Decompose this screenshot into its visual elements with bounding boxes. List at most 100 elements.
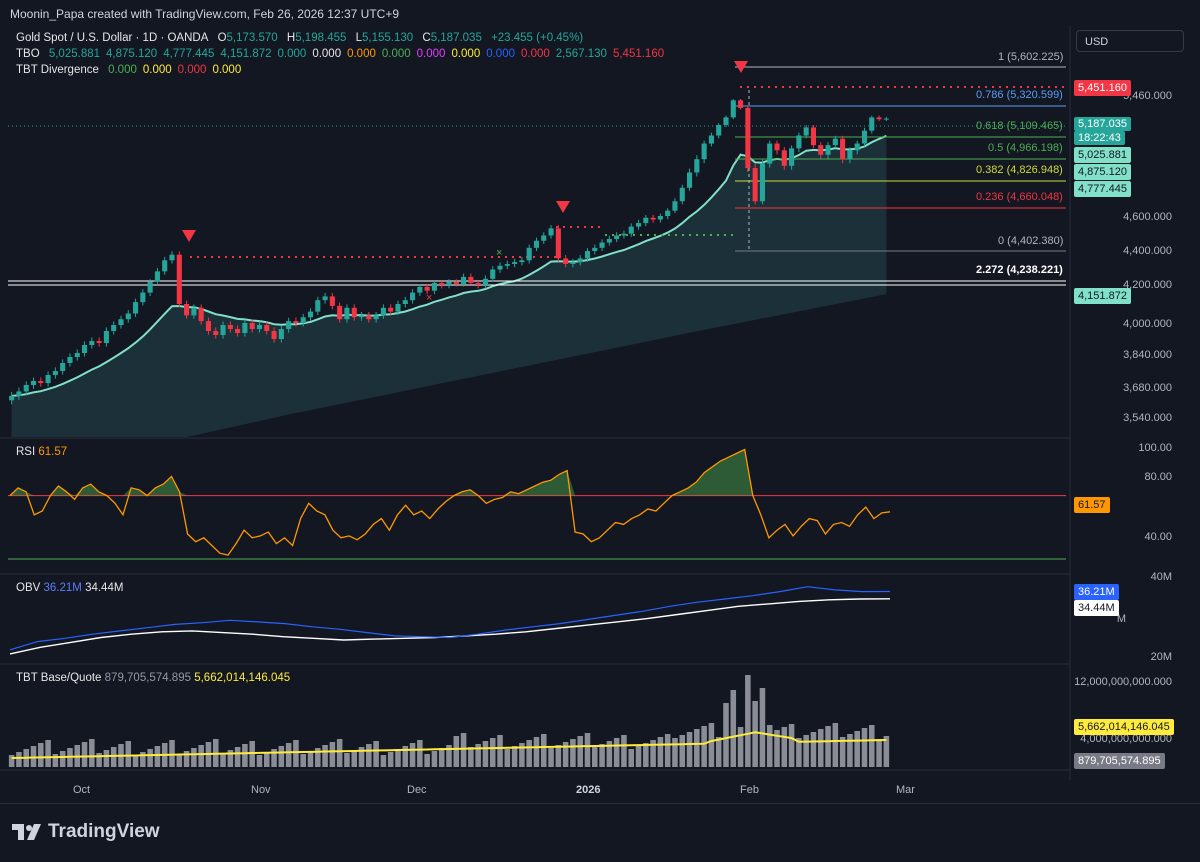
candle-body xyxy=(745,107,751,169)
fib-level-label: 0.236 (4,660.048) xyxy=(976,191,1063,203)
tbt-volume-bar xyxy=(358,747,365,767)
candle-body xyxy=(402,300,408,304)
tbt-volume-bar xyxy=(110,747,117,767)
tbt-bq-legend[interactable]: TBT Base/Quote 879,705,574.895 5,662,014… xyxy=(16,672,290,684)
close-value: 5,187.035 xyxy=(430,32,482,44)
candle-body xyxy=(599,242,605,248)
candle-body xyxy=(439,282,445,285)
tbt-volume-bar xyxy=(169,740,175,767)
candle-body xyxy=(242,323,248,333)
tbt-volume-bar xyxy=(861,728,868,767)
time-axis-label: Mar xyxy=(896,784,915,796)
rsi-value: 61.57 xyxy=(38,446,68,458)
candle-body xyxy=(803,127,809,136)
candle-body xyxy=(373,315,379,320)
candle-body xyxy=(344,307,350,320)
tbt-volume-bar xyxy=(803,735,809,767)
close-label: C xyxy=(422,32,431,44)
tbt-bq-label: TBT Base/Quote xyxy=(16,672,102,684)
candle-body xyxy=(300,317,306,323)
tbo-legend[interactable]: TBO 5,025.881 4,875.120 4,777.445 4,151.872… xyxy=(16,48,670,60)
tbt-volume-bar xyxy=(380,755,387,767)
tbt-volume-bar xyxy=(599,744,605,767)
price-axis-label: 3,840.000 xyxy=(1123,349,1172,361)
candle-body xyxy=(468,276,474,283)
tbt-volume-bar xyxy=(154,746,161,767)
obv-line xyxy=(9,586,891,651)
candle-body xyxy=(555,228,561,259)
tbt-divergence-value: 0.000 xyxy=(108,64,137,76)
candle-body xyxy=(716,124,722,136)
candle-body xyxy=(883,118,889,120)
price-tag-tbo-mid: 4,875.120 xyxy=(1074,164,1131,180)
obv-signal-tag: 34.44M xyxy=(1074,600,1119,616)
candle-body xyxy=(380,307,386,316)
candle-body xyxy=(89,341,95,345)
tbo-value: 4,777.445 xyxy=(163,48,215,60)
candle-body xyxy=(235,329,241,333)
currency-button[interactable]: USD xyxy=(1076,30,1184,52)
tbt-volume-bar xyxy=(533,737,540,767)
candle-body xyxy=(213,331,219,335)
candle-body xyxy=(337,305,343,320)
candle-body xyxy=(504,263,510,266)
tbt-volume-bar xyxy=(621,735,627,767)
candle-body xyxy=(752,168,758,202)
obv-axis-label: 40M xyxy=(1150,571,1172,583)
candle-body xyxy=(621,233,627,236)
tbt-volume-bar xyxy=(737,727,744,767)
candle-body xyxy=(781,150,787,166)
sell-signal-triangle xyxy=(182,230,196,242)
candle-body xyxy=(832,138,838,146)
candle-body xyxy=(446,281,452,285)
candle-body xyxy=(512,262,518,264)
candle-body xyxy=(9,395,15,401)
candle-body xyxy=(723,117,729,125)
tbt-volume-bar xyxy=(16,752,22,767)
tbt-volume-bar xyxy=(140,752,146,767)
candle-body xyxy=(526,247,532,261)
chart-canvas[interactable]: ×× xyxy=(0,26,1200,803)
tbt-volume-bar xyxy=(679,735,686,767)
tbt-volume-bar xyxy=(234,747,241,767)
tbt-volume-bar xyxy=(38,743,44,767)
candle-body xyxy=(686,172,693,188)
candle-body xyxy=(818,145,824,155)
candle-body xyxy=(614,235,620,239)
open-label: O xyxy=(217,32,227,44)
tbt-volume-bar xyxy=(672,738,678,767)
candle-body xyxy=(140,292,146,303)
tbt-volume-bar xyxy=(373,741,379,767)
fib-level-label: 0.5 (4,966.198) xyxy=(988,142,1063,154)
tradingview-logo[interactable]: TradingView xyxy=(12,821,160,843)
tbt-volume-bar xyxy=(606,741,613,767)
tbt-bq-value2: 5,662,014,146.045 xyxy=(194,672,291,684)
tbt-volume-bar xyxy=(839,737,846,767)
tbt-volume-bar xyxy=(227,750,234,767)
tbt-volume-bar xyxy=(351,750,358,767)
tbt-volume-bar xyxy=(198,745,204,767)
tbt-volume-bar xyxy=(176,754,183,767)
tbt-axis-label: 4,000,000,000.000 xyxy=(1080,733,1172,745)
tbt-divergence-value: 0.000 xyxy=(177,64,207,76)
tbt-divergence-legend[interactable]: TBT Divergence 0.000 0.000 0.000 0.000 xyxy=(16,64,247,76)
tbo-value: 5,025.881 xyxy=(48,48,101,60)
rsi-label: RSI xyxy=(16,446,36,458)
tbt-volume-bar xyxy=(220,753,226,767)
tbt-volume-bar xyxy=(103,750,110,767)
tbt-volume-bar xyxy=(242,744,248,767)
candle-body xyxy=(876,117,882,120)
candle-body xyxy=(118,319,124,325)
price-axis-label: 3,680.000 xyxy=(1123,382,1172,394)
candle-body xyxy=(606,238,612,243)
tbt-volume-bar xyxy=(825,726,831,767)
candle-body xyxy=(679,187,685,202)
obv-legend[interactable]: OBV 36.21M 34.44M xyxy=(16,582,123,594)
fib-level-label: 0 (4,402.380) xyxy=(998,235,1064,247)
price-tag-tbo-slow: 4,777.445 xyxy=(1074,181,1131,197)
rsi-legend[interactable]: RSI 61.57 xyxy=(16,446,67,458)
tbt-volume-bar xyxy=(45,740,51,767)
candle-body xyxy=(395,304,401,312)
tbo-value: 0.000 xyxy=(486,48,515,60)
candle-body xyxy=(60,363,66,371)
